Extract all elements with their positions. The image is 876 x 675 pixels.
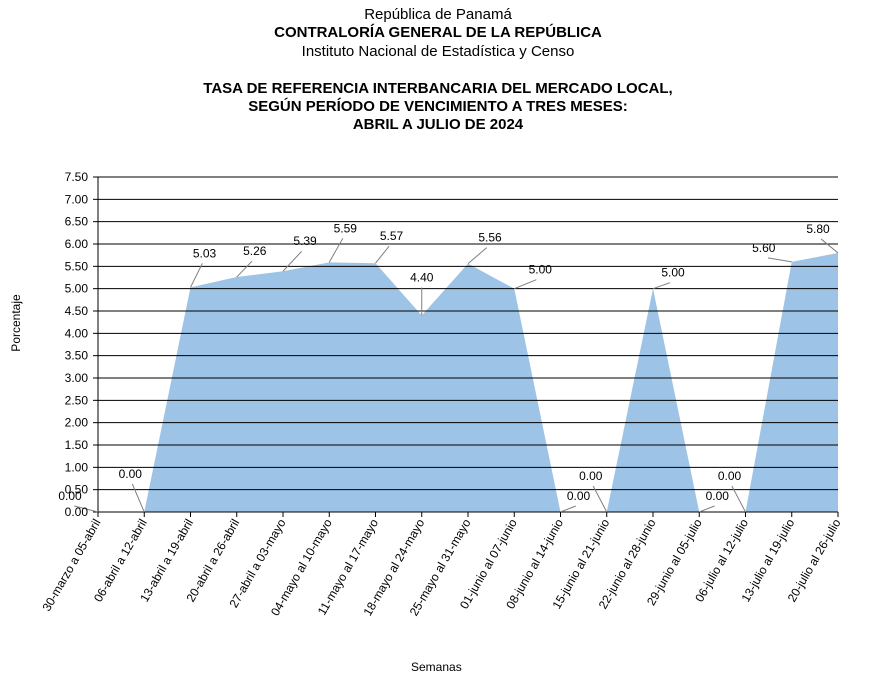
chart-title-line-3: ABRIL A JULIO DE 2024 bbox=[352, 116, 524, 133]
y-tick-label: 7.00 bbox=[65, 192, 89, 206]
y-axis-title: Porcentaje bbox=[9, 294, 23, 352]
data-label: 5.00 bbox=[529, 263, 553, 277]
data-label: 5.57 bbox=[380, 229, 404, 243]
x-axis-title: Semanas bbox=[411, 660, 462, 674]
data-label-leader bbox=[820, 238, 839, 254]
data-label-leader bbox=[131, 483, 145, 513]
header-republic: República de Panamá bbox=[364, 6, 512, 23]
data-label-leader bbox=[767, 257, 792, 263]
y-tick-label: 4.50 bbox=[65, 304, 89, 318]
data-label-leader bbox=[328, 238, 344, 263]
data-label: 0.00 bbox=[718, 469, 742, 483]
data-label-leader bbox=[652, 282, 671, 290]
y-tick-label: 1.50 bbox=[65, 438, 89, 452]
data-label: 5.59 bbox=[334, 221, 358, 235]
y-tick-label: 0.50 bbox=[65, 483, 89, 497]
data-label: 5.03 bbox=[193, 246, 217, 260]
data-label: 0.00 bbox=[706, 489, 730, 503]
y-tick-label: 2.00 bbox=[65, 416, 89, 430]
chart-title-line-1: TASA DE REFERENCIA INTERBANCARIA DEL MER… bbox=[203, 80, 673, 97]
data-label: 5.00 bbox=[661, 266, 685, 280]
y-tick-label: 5.00 bbox=[65, 282, 89, 296]
data-label-leader bbox=[699, 505, 715, 513]
data-label: 5.56 bbox=[478, 231, 502, 245]
y-tick-label: 5.50 bbox=[65, 259, 89, 273]
data-label-leader bbox=[190, 263, 203, 288]
y-tick-label: 6.00 bbox=[65, 237, 89, 251]
y-tick-label: 7.50 bbox=[65, 170, 89, 184]
area-series bbox=[98, 252, 838, 512]
data-label-leader bbox=[74, 505, 99, 513]
data-label: 5.80 bbox=[806, 222, 830, 236]
data-label: 5.39 bbox=[293, 234, 317, 248]
data-label: 5.26 bbox=[243, 244, 267, 258]
data-label-leader bbox=[375, 245, 390, 264]
y-tick-label: 3.00 bbox=[65, 371, 89, 385]
data-label: 0.00 bbox=[58, 489, 82, 503]
header-contraloria: CONTRALORÍA GENERAL DE LA REPÚBLICA bbox=[274, 24, 602, 41]
data-label: 0.00 bbox=[579, 469, 603, 483]
y-tick-label: 1.00 bbox=[65, 460, 89, 474]
data-label-leader bbox=[236, 260, 253, 278]
data-label: 0.00 bbox=[119, 467, 143, 481]
data-label: 4.40 bbox=[410, 270, 434, 284]
y-tick-label: 0.00 bbox=[65, 505, 89, 519]
data-label: 0.00 bbox=[567, 489, 591, 503]
data-label-leader bbox=[731, 485, 746, 513]
y-tick-label: 6.50 bbox=[65, 215, 89, 229]
data-label-leader bbox=[467, 247, 488, 265]
header-institute: Instituto Nacional de Estadística y Cens… bbox=[301, 43, 575, 60]
chart-title-line-2: SEGÚN PERÍODO DE VENCIMIENTO A TRES MESE… bbox=[248, 98, 628, 115]
data-label-leader bbox=[592, 485, 608, 513]
data-label: 5.60 bbox=[752, 241, 776, 255]
y-tick-label: 4.00 bbox=[65, 326, 89, 340]
y-tick-label: 2.50 bbox=[65, 393, 89, 407]
data-label-leader bbox=[514, 279, 537, 290]
y-tick-label: 3.50 bbox=[65, 349, 89, 363]
data-label-leader bbox=[282, 250, 303, 272]
data-label-leader bbox=[560, 505, 576, 513]
